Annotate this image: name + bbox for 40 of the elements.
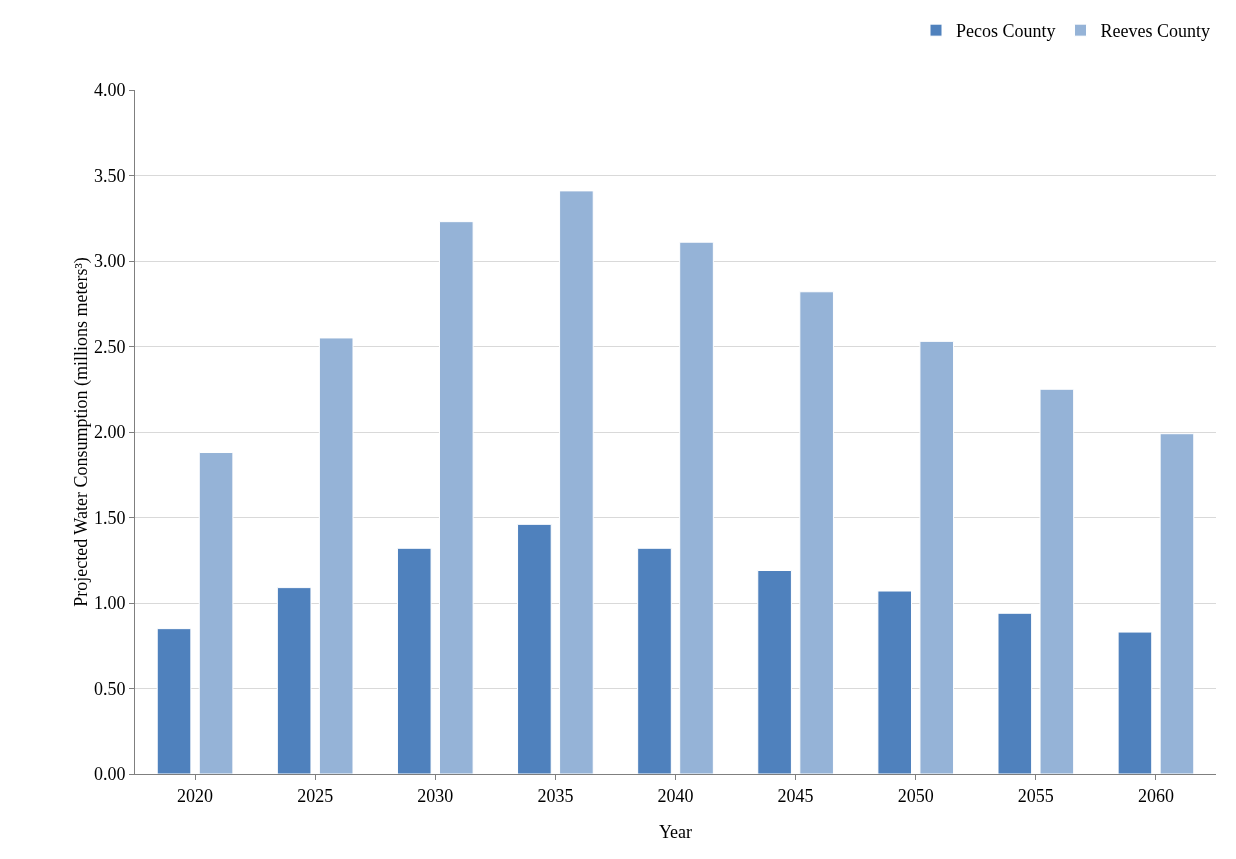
bar [757,570,792,774]
bar [799,291,834,774]
y-tick-label: 3.50 [93,165,126,186]
legend-label: Pecos County [956,21,1056,42]
bar [679,241,714,774]
x-tick-label: 2055 [1017,785,1054,806]
bar [1039,388,1075,774]
y-tick-label: 2.50 [93,336,126,357]
bar [919,340,955,774]
bar [559,190,594,774]
y-tick-label: 1.50 [93,507,126,528]
bar [517,523,552,774]
x-tick-label: 2050 [897,785,934,806]
bar [1159,433,1195,774]
x-tick-label: 2035 [537,785,574,806]
x-tick-label: 2060 [1137,785,1174,806]
bar [997,612,1033,774]
bar [396,547,432,774]
x-axis-title: Year [658,822,693,842]
bar [318,337,354,774]
y-tick-label: 0.50 [93,678,126,699]
bar [1117,631,1153,774]
y-axis-title: Projected Water Consumption (millions meters³) [70,257,92,607]
y-tick-label: 3.00 [93,251,126,272]
bar [637,547,672,774]
y-tick-label: 0.00 [93,764,126,785]
bar [198,452,234,774]
y-tick-label: 1.00 [93,593,126,614]
x-tick-label: 2045 [777,785,814,806]
y-tick-label: 4.00 [93,80,126,101]
x-tick-label: 2020 [177,785,214,806]
x-tick-label: 2040 [657,785,694,806]
y-tick-label: 2.00 [93,422,126,443]
bar [156,628,192,774]
bar [276,587,312,774]
bar [877,590,913,774]
legend-label: Reeves County [1100,21,1211,42]
bar [438,221,474,774]
x-tick-label: 2030 [417,785,454,806]
x-tick-label: 2025 [297,785,334,806]
